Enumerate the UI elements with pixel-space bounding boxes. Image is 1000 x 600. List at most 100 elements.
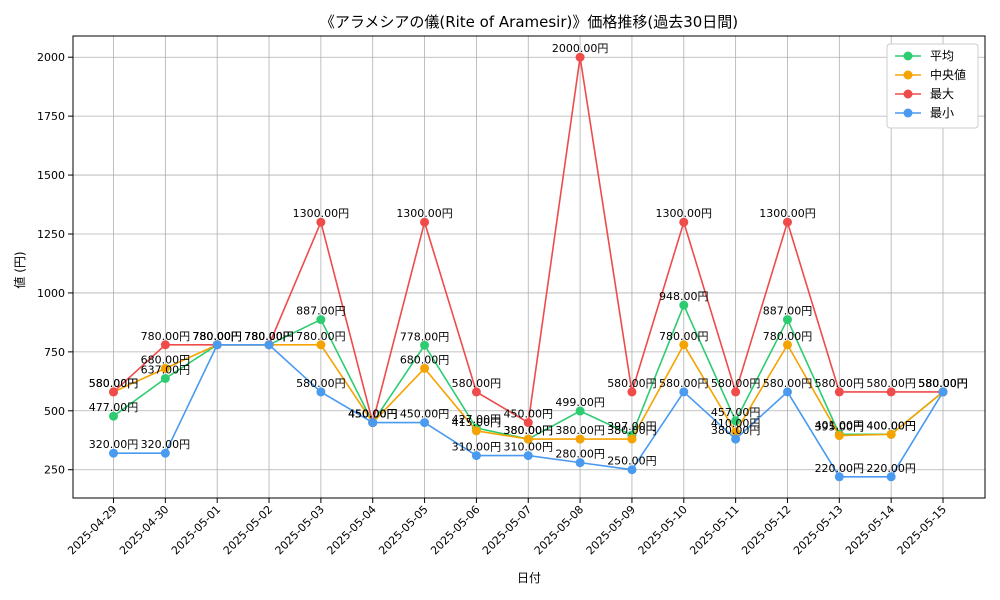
- data-point: [679, 217, 689, 227]
- data-label: 220.00円: [866, 462, 916, 475]
- data-label: 580.00円: [89, 377, 139, 390]
- data-label: 780.00円: [244, 330, 294, 343]
- data-point: [886, 472, 896, 482]
- data-point: [316, 217, 326, 227]
- data-label: 220.00円: [815, 462, 865, 475]
- plot-frame: [72, 35, 986, 499]
- data-label: 415.00円: [452, 416, 502, 429]
- data-label: 580.00円: [815, 377, 865, 390]
- x-tick-label: 2025-05-01: [169, 503, 223, 557]
- x-tick-label: 2025-05-13: [791, 503, 845, 557]
- data-point: [575, 458, 585, 468]
- legend-swatch-marker: [903, 108, 913, 118]
- x-tick-label: 2025-05-05: [376, 503, 430, 557]
- data-label: 780.00円: [192, 330, 242, 343]
- legend-entry: 平均: [930, 49, 954, 63]
- legend-swatch-marker: [903, 70, 913, 80]
- data-label: 780.00円: [659, 330, 709, 343]
- data-point: [316, 387, 326, 397]
- legend-entry: 最小: [930, 106, 954, 120]
- data-point: [679, 300, 689, 310]
- data-point: [420, 363, 430, 373]
- data-label: 580.00円: [763, 377, 813, 390]
- legend-entry: 最大: [930, 87, 954, 101]
- data-label: 887.00円: [296, 305, 346, 318]
- data-label: 778.00円: [400, 330, 450, 343]
- data-label: 580.00円: [711, 377, 761, 390]
- x-tick-label: 2025-05-06: [428, 503, 482, 557]
- data-label: 680.00円: [141, 353, 191, 366]
- data-label: 780.00円: [244, 330, 294, 343]
- data-point: [679, 340, 689, 350]
- x-tick-label: 2025-05-08: [532, 503, 586, 557]
- data-label: 380.00円: [607, 424, 657, 437]
- y-tick-label: 500: [44, 405, 65, 418]
- x-tick-label: 2025-05-12: [739, 503, 793, 557]
- data-label: 450.00円: [348, 408, 398, 421]
- data-label: 320.00円: [141, 438, 191, 451]
- data-label: 780.00円: [192, 330, 242, 343]
- data-point: [160, 340, 170, 350]
- data-point: [316, 340, 326, 350]
- data-label: 401.00円: [815, 419, 865, 432]
- data-label: 580.00円: [866, 377, 916, 390]
- data-point: [471, 387, 481, 397]
- data-point: [316, 315, 326, 325]
- data-point: [575, 434, 585, 444]
- data-point: [834, 431, 844, 441]
- data-label: 457.00円: [711, 406, 761, 419]
- data-label: 780.00円: [244, 330, 294, 343]
- x-axis-label: 日付: [517, 571, 541, 585]
- data-point: [109, 448, 118, 458]
- data-label: 680.00円: [400, 353, 450, 366]
- data-label: 320.00円: [89, 438, 139, 451]
- data-label: 780.00円: [192, 330, 242, 343]
- data-point: [212, 340, 222, 350]
- data-point: [627, 465, 637, 475]
- series-layer: [109, 52, 948, 482]
- data-point: [731, 387, 741, 397]
- x-tick-label: 2025-04-30: [117, 503, 171, 557]
- data-point: [420, 217, 430, 227]
- data-label: 397.00円: [607, 420, 657, 433]
- x-tick-label: 2025-05-07: [480, 503, 534, 557]
- x-tick-label: 2025-05-03: [273, 503, 327, 557]
- data-point: [420, 418, 430, 428]
- data-label: 477.00円: [89, 401, 139, 414]
- data-label: 948.00円: [659, 290, 709, 303]
- legend-swatch-marker: [903, 51, 913, 61]
- x-tick-label: 2025-04-29: [65, 503, 119, 557]
- data-label: 250.00円: [607, 455, 657, 468]
- data-label: 450.00円: [504, 408, 554, 421]
- data-point: [160, 373, 170, 383]
- data-point: [523, 418, 533, 428]
- data-label: 280.00円: [555, 448, 605, 461]
- data-label: 580.00円: [918, 377, 968, 390]
- data-point: [938, 387, 948, 397]
- data-point: [627, 434, 637, 444]
- data-label: 580.00円: [918, 377, 968, 390]
- data-point: [160, 448, 170, 458]
- data-label: 580.00円: [659, 377, 709, 390]
- data-label: 1300.00円: [656, 207, 713, 220]
- data-label: 450.00円: [348, 408, 398, 421]
- data-label: 580.00円: [452, 377, 502, 390]
- data-point: [160, 363, 170, 373]
- x-tick-label: 2025-05-11: [687, 503, 741, 557]
- data-label: 580.00円: [918, 377, 968, 390]
- data-point: [834, 387, 844, 397]
- legend-swatch-marker: [903, 89, 913, 99]
- data-label: 780.00円: [141, 330, 191, 343]
- data-label: 450.00円: [348, 408, 398, 421]
- data-label: 400.00円: [866, 419, 916, 432]
- data-label: 310.00円: [504, 441, 554, 454]
- data-label: 580.00円: [918, 377, 968, 390]
- data-label: 580.00円: [296, 377, 346, 390]
- data-point: [679, 387, 689, 397]
- legend-box: [886, 43, 979, 129]
- data-point: [886, 387, 896, 397]
- x-tick-label: 2025-05-02: [221, 503, 275, 557]
- data-point: [731, 416, 741, 426]
- data-label: 380.00円: [504, 424, 554, 437]
